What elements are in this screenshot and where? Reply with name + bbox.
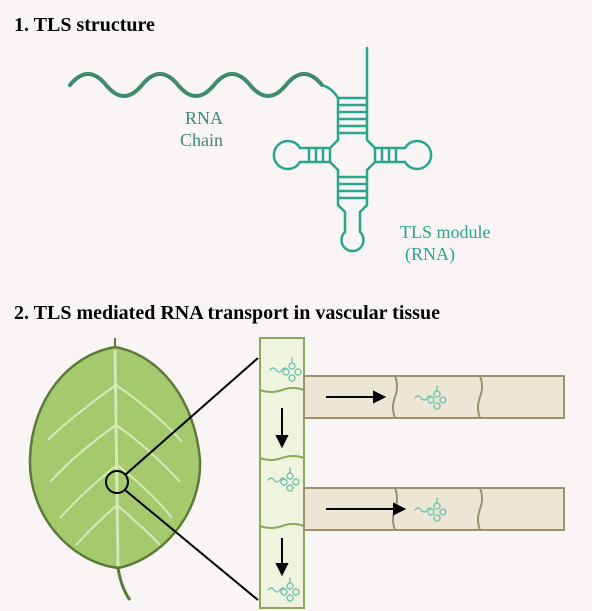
transport-diagram — [0, 330, 592, 611]
tls-module-cloverleaf — [274, 48, 431, 251]
rna-chain-wave — [70, 74, 322, 96]
leaf-icon — [30, 338, 200, 600]
label-rna-chain-1: RNA — [185, 108, 223, 129]
heading-tls-transport: 2. TLS mediated RNA transport in vascula… — [14, 302, 440, 325]
label-tls-module-2: (RNA) — [405, 244, 455, 265]
tls-structure-diagram — [0, 40, 592, 290]
heading-tls-structure: 1. TLS structure — [14, 14, 155, 37]
label-tls-module-1: TLS module — [400, 222, 491, 243]
label-rna-chain-2: Chain — [180, 130, 223, 151]
